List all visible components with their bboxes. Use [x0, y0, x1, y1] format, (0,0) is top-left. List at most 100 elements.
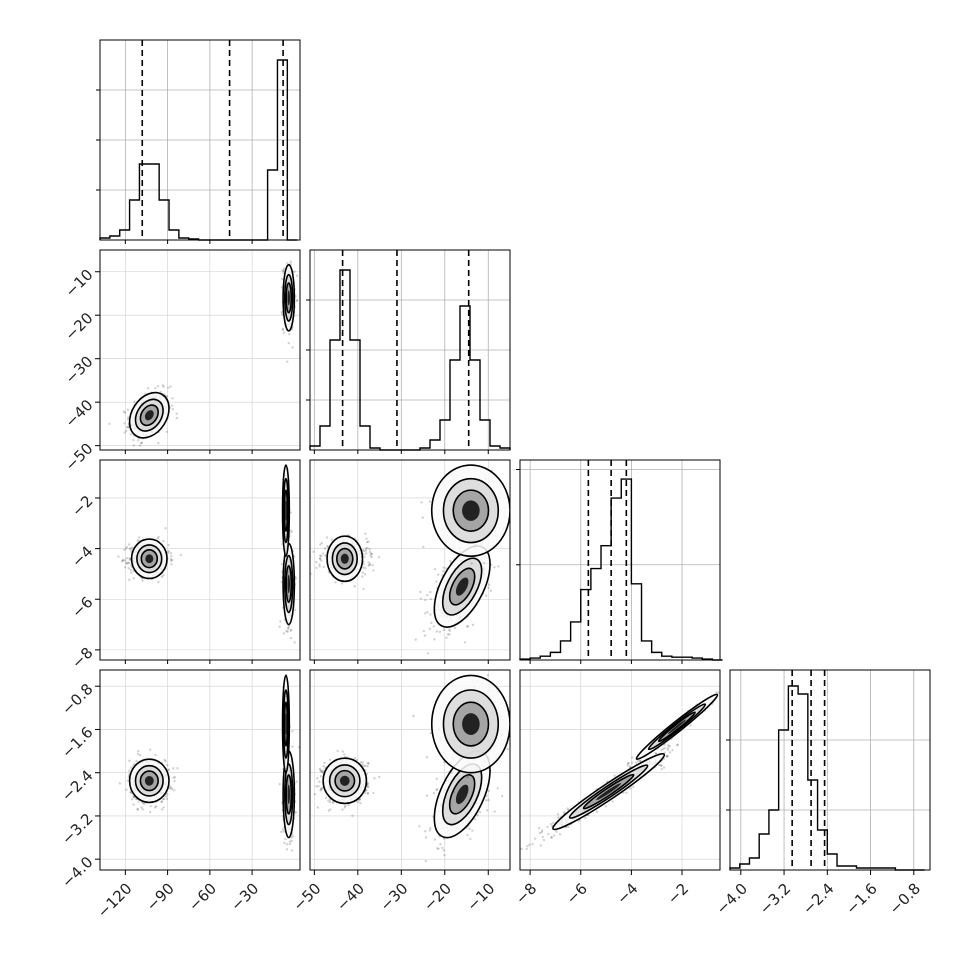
- sample-point: [173, 789, 176, 792]
- sample-point: [666, 746, 670, 750]
- sample-point: [123, 411, 127, 414]
- sample-point: [293, 608, 297, 612]
- sample-point: [613, 774, 616, 777]
- sample-point: [485, 794, 488, 798]
- sample-point: [282, 632, 286, 635]
- sample-point: [162, 574, 165, 577]
- sample-point: [435, 630, 439, 633]
- sample-point: [285, 848, 289, 851]
- sample-point: [366, 792, 370, 795]
- sample-point: [160, 575, 164, 578]
- panel-content: [313, 674, 510, 863]
- sample-point: [353, 756, 357, 760]
- sample-point: [289, 511, 292, 514]
- sample-point: [465, 785, 469, 788]
- panel-content: [108, 260, 299, 447]
- sample-point: [127, 561, 131, 565]
- sample-point: [324, 796, 328, 799]
- sample-point: [533, 837, 537, 840]
- sample-point: [138, 754, 142, 757]
- density-contour: [145, 554, 154, 564]
- sample-point: [662, 766, 666, 769]
- sample-point: [466, 776, 469, 779]
- sample-point: [321, 771, 324, 774]
- sample-point: [611, 800, 614, 803]
- sample-point: [493, 565, 496, 569]
- sample-point: [362, 566, 365, 569]
- sample-point: [173, 776, 177, 779]
- sample-point: [279, 830, 283, 834]
- sample-point: [135, 759, 138, 763]
- density-contour: [285, 500, 287, 521]
- sample-point: [368, 562, 372, 565]
- sample-point: [361, 571, 364, 574]
- panel-frame: [99, 669, 301, 871]
- sample-point: [127, 543, 131, 546]
- sample-point: [358, 798, 362, 801]
- sample-point: [167, 550, 170, 553]
- sample-point: [136, 539, 139, 542]
- sample-point: [361, 575, 364, 578]
- sample-point: [420, 501, 423, 504]
- sample-point: [125, 556, 129, 560]
- sample-point: [130, 546, 133, 549]
- sample-point: [329, 758, 332, 761]
- sample-point: [367, 785, 370, 788]
- sample-point: [317, 785, 320, 788]
- sample-point: [288, 332, 291, 336]
- sample-point: [124, 547, 128, 550]
- sample-point: [424, 836, 428, 839]
- sample-point: [282, 267, 286, 270]
- density-contour: [462, 713, 480, 736]
- sample-point: [125, 561, 128, 565]
- sample-point: [476, 813, 479, 817]
- sample-point: [489, 589, 493, 592]
- sample-point: [162, 539, 165, 543]
- sample-point: [141, 808, 145, 811]
- sample-point: [321, 552, 325, 555]
- panel-frame: [309, 669, 511, 871]
- sample-point: [363, 555, 366, 558]
- sample-point: [175, 416, 179, 420]
- sample-point: [143, 802, 146, 806]
- sample-point: [289, 629, 292, 633]
- histogram-panel-0: [96, 39, 301, 241]
- sample-point: [628, 765, 632, 768]
- sample-point: [170, 404, 174, 407]
- sample-point: [368, 550, 372, 554]
- sample-point: [448, 633, 451, 636]
- sample-point: [160, 808, 164, 811]
- sample-point: [281, 328, 285, 331]
- sample-point: [428, 627, 432, 631]
- sample-point: [294, 577, 297, 580]
- sample-point: [448, 629, 452, 632]
- sample-point: [154, 805, 158, 808]
- sample-point: [290, 849, 294, 852]
- sample-point: [365, 537, 368, 541]
- density-contour: [455, 784, 469, 805]
- sample-point: [172, 767, 175, 770]
- sample-point: [432, 791, 436, 795]
- sample-point: [429, 827, 432, 830]
- sample-point: [126, 418, 130, 421]
- sample-point: [290, 530, 293, 533]
- sample-point: [364, 532, 367, 535]
- sample-point: [428, 829, 432, 832]
- sample-point: [584, 816, 587, 820]
- sample-point: [125, 562, 129, 565]
- sample-point: [329, 808, 332, 811]
- sample-point: [423, 634, 427, 637]
- sample-point: [154, 386, 157, 390]
- sample-point: [285, 629, 288, 633]
- sample-point: [170, 557, 173, 561]
- sample-point: [632, 785, 635, 789]
- sample-point: [422, 545, 425, 549]
- sample-point: [320, 787, 324, 790]
- sample-point: [127, 426, 130, 429]
- sample-point: [278, 625, 281, 628]
- sample-point: [359, 761, 362, 764]
- sample-point: [361, 763, 364, 766]
- sample-point: [558, 833, 562, 836]
- sample-point: [486, 674, 490, 677]
- sample-point: [537, 826, 541, 830]
